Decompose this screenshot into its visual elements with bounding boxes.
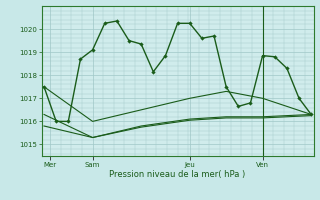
X-axis label: Pression niveau de la mer( hPa ): Pression niveau de la mer( hPa ) (109, 170, 246, 179)
